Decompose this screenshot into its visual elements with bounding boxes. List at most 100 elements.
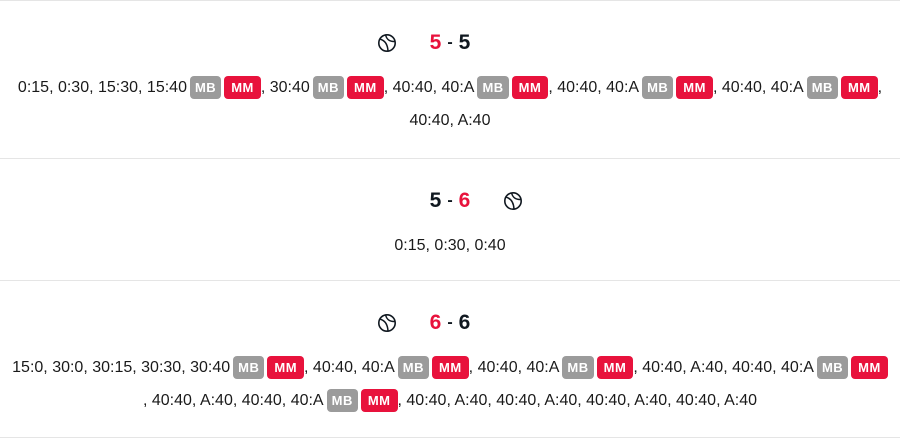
point-score: 40:A MB MM	[606, 76, 713, 100]
point-score-text: A:40	[690, 359, 724, 376]
game-score: 5 - 6	[430, 189, 471, 213]
point-score: A:40	[458, 112, 491, 129]
point-score-text: A:40	[457, 112, 491, 129]
point-score: 40:A MB MM	[526, 356, 634, 380]
mb-badge: MB	[642, 76, 674, 100]
point-score: A:40	[690, 359, 723, 376]
mm-badge: MM	[224, 76, 261, 100]
tennis-ball-icon	[377, 33, 397, 53]
mm-badge: MM	[676, 76, 713, 100]
score-home: 5	[429, 31, 442, 54]
point-score: 40:40	[676, 392, 716, 409]
point-score-text: A:40	[634, 392, 668, 409]
game-score-row: 5 - 6	[376, 187, 525, 215]
game-row: 5 - 5 0:15, 0:30, 15:30, 15:40 MB MM, 30:4…	[0, 0, 900, 158]
point-score: 40:A MB MM	[770, 76, 878, 100]
score-away: 6	[458, 189, 471, 212]
point-score-text: 15:0	[12, 359, 44, 376]
point-score: A:40	[544, 392, 577, 409]
point-score: 0:15	[394, 237, 425, 254]
point-score-text: 30:40	[190, 359, 231, 376]
point-score: 40:A MB MM	[441, 76, 549, 100]
game-score: 5 - 5	[430, 31, 471, 55]
point-score: 40:40	[393, 79, 433, 96]
point-score: 0:40	[474, 237, 505, 254]
point-sequence: 0:15, 0:30, 0:40	[394, 237, 506, 254]
point-score-text: 0:15	[394, 237, 426, 254]
point-sequence: 15:0, 30:0, 30:15, 30:30, 30:40 MB MM, 40:…	[10, 351, 890, 417]
point-score-text: 40:A	[441, 79, 475, 96]
point-score-text: 0:30	[57, 79, 90, 96]
point-score: 0:30	[58, 79, 89, 96]
point-score: 30:0	[52, 359, 83, 376]
point-score: 30:30	[141, 359, 181, 376]
point-score-text: 40:A	[361, 359, 395, 376]
game-score-row: 5 - 5	[376, 29, 525, 57]
serve-slot-left	[376, 312, 398, 334]
point-score: 40:40	[242, 392, 282, 409]
point-score-text: 40:A	[770, 79, 804, 96]
mm-badge: MM	[432, 356, 469, 380]
serve-slot-right	[502, 312, 524, 334]
point-score-text: 0:30	[434, 237, 466, 254]
point-score: A:40	[634, 392, 667, 409]
mb-badge: MB	[189, 76, 222, 100]
point-score-text: 40:40	[642, 359, 683, 376]
mb-badge: MB	[806, 76, 838, 100]
point-score: 0:15	[18, 79, 49, 96]
point-score-text: 40:40	[496, 392, 537, 409]
point-score-text: 40:40	[312, 359, 353, 376]
point-score: 40:40	[478, 359, 518, 376]
point-score: 30:40 MB MM	[190, 356, 305, 380]
mb-badge: MB	[816, 356, 849, 380]
point-score-text: 15:30	[97, 79, 139, 96]
point-score-text: 40:A	[526, 359, 560, 376]
point-score-text: 40:40	[586, 392, 627, 409]
serve-slot-left	[376, 190, 398, 212]
point-score-text: 40:A	[290, 392, 324, 409]
mm-badge: MM	[851, 356, 888, 380]
score-home: 6	[429, 311, 442, 334]
game-score-row: 6 - 6	[376, 309, 525, 337]
mb-badge: MB	[477, 76, 509, 100]
point-score: A:40	[454, 392, 487, 409]
tennis-ball-icon	[503, 191, 523, 211]
point-score: A:40	[724, 392, 757, 409]
mm-badge: MM	[511, 76, 549, 100]
serve-slot-right	[502, 190, 524, 212]
point-score-text: 40:40	[151, 392, 192, 409]
point-score-text: 40:40	[557, 79, 598, 96]
game-row: 5 - 6 0:15, 0:30, 0:40	[0, 158, 900, 280]
point-score-text: 40:40	[721, 79, 762, 96]
mb-badge: MB	[312, 76, 345, 100]
mm-badge: MM	[596, 356, 634, 380]
point-score: 30:15	[92, 359, 132, 376]
point-score-text: 15:40	[146, 79, 187, 96]
mm-badge: MM	[267, 356, 305, 380]
point-score-text: 0:40	[474, 237, 506, 254]
point-score-text: 40:A	[606, 79, 640, 96]
point-score-text: 40:40	[732, 359, 773, 376]
point-score: 40:40	[313, 359, 353, 376]
score-separator: -	[447, 314, 453, 331]
score-separator: -	[447, 34, 453, 51]
mm-badge: MM	[840, 76, 878, 100]
score-home: 5	[429, 189, 442, 212]
point-score: 40:A MB MM	[361, 356, 469, 380]
mb-badge: MB	[233, 356, 265, 380]
point-score: 15:30	[98, 79, 138, 96]
game-row: 6 - 6 15:0, 30:0, 30:15, 30:30, 30:40 MB M…	[0, 280, 900, 438]
game-score: 6 - 6	[430, 311, 471, 335]
point-score-text: 40:40	[409, 112, 450, 129]
point-score-text: 40:40	[406, 392, 447, 409]
point-score-text: 0:15	[17, 79, 50, 96]
mb-badge: MB	[326, 389, 358, 413]
point-score: 40:A MB MM	[290, 389, 398, 413]
point-score-text: 30:30	[141, 359, 182, 376]
point-score-text: 40:40	[477, 359, 518, 376]
point-score-text: A:40	[544, 392, 578, 409]
point-score: 40:40	[586, 392, 626, 409]
point-score-text: A:40	[199, 392, 233, 409]
point-score: 40:40	[410, 112, 450, 129]
